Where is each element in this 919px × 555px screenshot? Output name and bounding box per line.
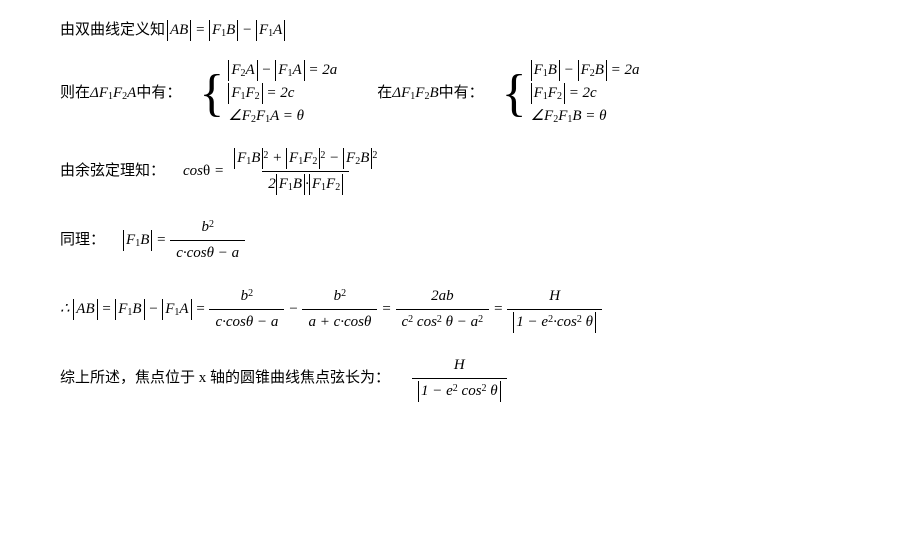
line-definition: 由双曲线定义知 AB = F1B − F1A: [60, 20, 859, 41]
line-f1b: 同理： F1B = b2 c·cosθ − a: [60, 215, 859, 266]
line5-f4-den: 1 − e2·cos2 θ: [507, 309, 602, 335]
system-a: F2A − F1A = 2a F1F2 = 2c ∠F2F1A = θ: [228, 59, 337, 128]
line3-frac: F1B2 + F1F22 − F2B2 2F1B·F1F2: [228, 146, 383, 197]
sys-b-l3: ∠F2F1B = θ: [531, 106, 640, 127]
line-cosine: 由余弦定理知： cosθ = F1B2 + F1F22 − F2B2 2F1B·…: [60, 146, 859, 197]
brace-icon: {: [199, 68, 224, 120]
tri-b: ΔF1F2B: [392, 83, 438, 104]
line2-mid-a: 中有：: [136, 83, 181, 104]
system-b: F1B − F2B = 2a F1F2 = 2c ∠F2F1B = θ: [531, 59, 640, 128]
line4-den: c·cosθ − a: [170, 240, 245, 266]
line1-prefix: 由双曲线定义知: [60, 20, 165, 41]
line1-eq: AB = F1B − F1A: [167, 20, 285, 41]
line5-f4-num: H: [543, 284, 566, 309]
line5-eq1: =: [381, 299, 391, 320]
line2-prefix-b: 在: [377, 83, 392, 104]
sys-b-l1: F1B − F2B = 2a: [531, 60, 640, 81]
line5-prefix: ∴ AB = F1B − F1A =: [60, 299, 205, 320]
brace-icon: {: [502, 68, 527, 120]
line-conclusion: 综上所述，焦点位于 x 轴的圆锥曲线焦点弦长为： H 1 − e2 cos2 θ: [60, 353, 859, 404]
line5-f4: H 1 − e2·cos2 θ: [507, 284, 602, 335]
sys-a-l1: F2A − F1A = 2a: [228, 60, 337, 81]
line5-f3-num: 2ab: [425, 284, 460, 309]
line5-eq2: =: [493, 299, 503, 320]
line4-num: b2: [195, 215, 220, 240]
line5-f3-den: c2 cos2 θ − a2: [396, 309, 490, 335]
sys-a-l3: ∠F2F1A = θ: [228, 106, 337, 127]
line3-prefix: 由余弦定理知：: [60, 161, 165, 182]
line2-prefix-a: 则在: [60, 83, 90, 104]
line4-lhs: F1B =: [123, 230, 166, 251]
line3-num: F1B2 + F1F22 − F2B2: [228, 146, 383, 171]
line5-f2-den: a + c·cosθ: [302, 309, 377, 335]
line2-mid-b: 中有：: [439, 83, 484, 104]
line6-prefix: 综上所述，焦点位于 x 轴的圆锥曲线焦点弦长为：: [60, 368, 390, 389]
line5-minus: −: [288, 299, 298, 320]
line3-lhs: cosθ =: [183, 161, 224, 182]
line5-f3: 2ab c2 cos2 θ − a2: [396, 284, 490, 335]
line5-f1-den: c·cosθ − a: [209, 309, 284, 335]
line5-f1-num: b2: [235, 284, 260, 309]
line-systems: 则在 ΔF1F2A 中有： { F2A − F1A = 2a F1F2 = 2c…: [60, 59, 859, 128]
line4-frac: b2 c·cosθ − a: [170, 215, 245, 266]
line6-num: H: [448, 353, 471, 378]
line6-frac: H 1 − e2 cos2 θ: [412, 353, 507, 404]
line3-den: 2F1B·F1F2: [262, 171, 349, 197]
line-ab: ∴ AB = F1B − F1A = b2 c·cosθ − a − b2 a …: [60, 284, 859, 335]
tri-a: ΔF1F2A: [90, 83, 136, 104]
line4-prefix: 同理：: [60, 230, 105, 251]
line5-f2-num: b2: [328, 284, 353, 309]
line5-f2: b2 a + c·cosθ: [302, 284, 377, 335]
sys-a-l2: F1F2 = 2c: [228, 83, 337, 104]
sys-b-l2: F1F2 = 2c: [531, 83, 640, 104]
line6-den: 1 − e2 cos2 θ: [412, 378, 507, 404]
line5-f1: b2 c·cosθ − a: [209, 284, 284, 335]
